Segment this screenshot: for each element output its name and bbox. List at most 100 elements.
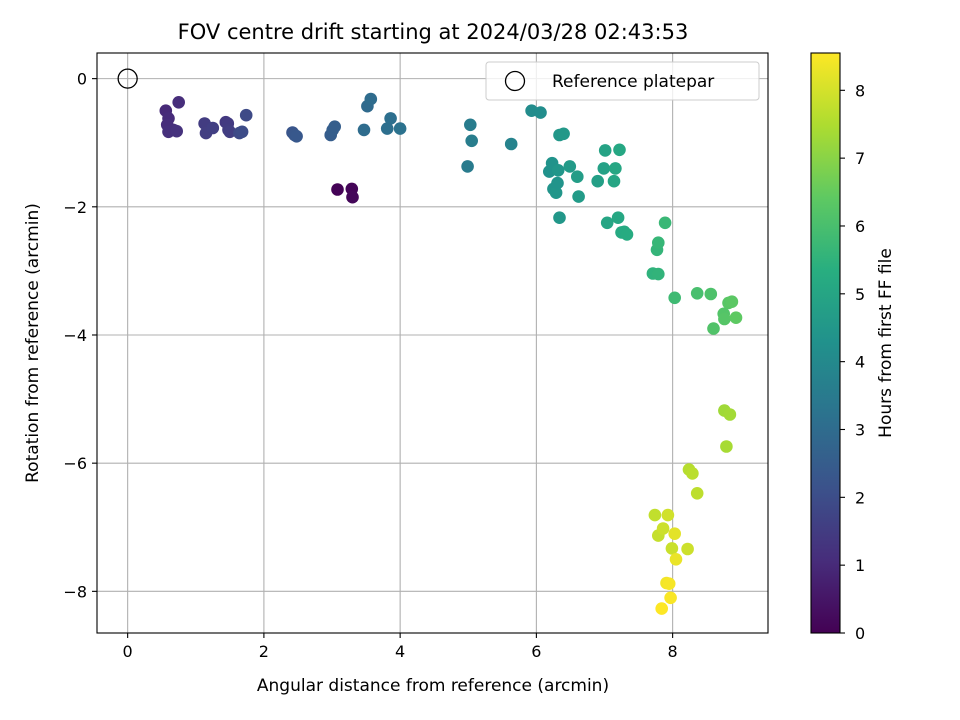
data-point [668, 291, 681, 305]
data-point [328, 120, 342, 133]
data-points [159, 92, 743, 615]
data-point [648, 508, 662, 522]
data-point [686, 467, 699, 480]
data-point [571, 170, 584, 183]
legend-entry-reference: Reference platepar [552, 72, 714, 92]
legend: Reference platepar [485, 61, 760, 101]
y-tick-label: −8 [63, 582, 87, 601]
y-tick-label: −2 [63, 198, 87, 217]
data-point [613, 143, 626, 157]
colorbar-label: Hours from first FF file [876, 248, 896, 438]
data-point [553, 211, 566, 224]
data-point [170, 124, 183, 138]
y-tick-label: 0 [77, 70, 87, 89]
colorbar-tick-label: 7 [855, 149, 865, 168]
data-point [465, 134, 479, 148]
x-axis-ticks: 0 2 4 6 8 [123, 633, 678, 661]
data-point [725, 295, 739, 309]
legend-reference-marker [504, 70, 526, 92]
data-point [707, 322, 720, 335]
data-point [664, 591, 677, 605]
data-point [563, 160, 577, 173]
data-point [620, 228, 634, 241]
data-point [656, 522, 670, 535]
legend-box [485, 61, 760, 101]
data-point [658, 216, 672, 230]
data-point [591, 174, 604, 188]
data-point [557, 127, 570, 141]
data-point [661, 508, 675, 522]
data-point [597, 162, 611, 175]
colorbar-tick-label: 5 [855, 285, 865, 304]
data-point [669, 553, 683, 566]
colorbar-tick-label: 6 [855, 217, 865, 236]
data-point [239, 108, 253, 122]
reference-platepar-marker [117, 68, 138, 89]
x-tick-label: 6 [531, 642, 541, 661]
colorbar-tick-label: 4 [855, 353, 865, 372]
colorbar-tick-label: 0 [855, 624, 865, 643]
data-point [393, 122, 407, 135]
data-point [723, 408, 737, 421]
x-tick-label: 2 [259, 642, 269, 661]
colorbar-tick-label: 8 [855, 81, 865, 100]
data-point [384, 112, 397, 125]
colorbar-gradient [811, 53, 840, 633]
x-tick-label: 0 [123, 642, 133, 661]
y-axis-ticks: 0 −2 −4 −6 −8 [63, 70, 97, 601]
colorbar-ticks: 0 1 2 3 4 5 6 7 8 [840, 81, 865, 643]
data-point [668, 527, 681, 540]
chart-title: FOV centre drift starting at 2024/03/28 … [178, 20, 689, 44]
data-point [551, 176, 564, 190]
data-point [607, 174, 621, 188]
data-point [572, 190, 585, 203]
grid-lines [97, 53, 768, 633]
plot-frame [96, 52, 769, 634]
y-tick-label: −4 [63, 326, 87, 345]
data-point [681, 542, 694, 556]
data-point [534, 106, 547, 119]
data-point [690, 287, 704, 300]
colorbar-tick-label: 2 [855, 488, 865, 507]
data-point [611, 211, 625, 224]
data-point [235, 125, 249, 139]
data-point [729, 311, 743, 325]
data-point [655, 602, 668, 615]
data-point [331, 183, 344, 196]
data-point [504, 137, 518, 151]
colorbar-frame [810, 52, 841, 634]
data-point [549, 186, 563, 199]
data-point [364, 92, 378, 106]
data-point [609, 162, 622, 175]
x-tick-label: 4 [395, 642, 405, 661]
data-point [464, 118, 477, 132]
data-point [720, 440, 733, 453]
data-point [551, 164, 565, 177]
data-point [290, 130, 303, 143]
colorbar-tick-label: 1 [855, 556, 865, 575]
x-axis-label: Angular distance from reference (arcmin) [257, 676, 609, 696]
data-point [704, 287, 718, 301]
data-point [652, 236, 665, 249]
y-axis-label: Rotation from reference (arcmin) [23, 203, 43, 483]
data-point [223, 125, 237, 139]
y-tick-label: −6 [63, 454, 87, 473]
data-point [600, 216, 614, 230]
data-point [357, 123, 371, 137]
data-point [690, 487, 704, 500]
data-point [206, 121, 220, 135]
data-point [652, 267, 665, 281]
x-tick-label: 8 [668, 642, 678, 661]
data-point [346, 190, 359, 204]
data-point [665, 542, 679, 555]
data-point [662, 577, 676, 590]
data-point [461, 160, 474, 173]
data-point [718, 312, 731, 326]
reference-marker [117, 68, 138, 89]
colorbar-tick-label: 3 [855, 420, 865, 439]
colorbar: 0 1 2 3 4 5 6 7 8 Hours from first FF file [810, 52, 896, 643]
data-point [380, 122, 394, 135]
data-point [598, 144, 612, 157]
data-point [172, 96, 185, 109]
